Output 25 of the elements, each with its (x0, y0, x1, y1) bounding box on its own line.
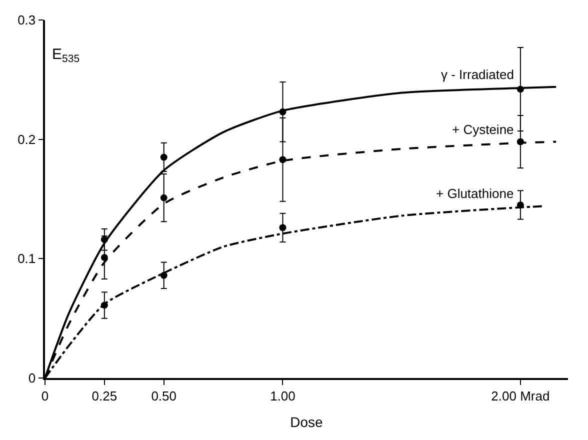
series-label: + Glutathione (436, 186, 514, 201)
y-tick-label: 0.2 (18, 132, 36, 147)
point (160, 154, 168, 161)
x-tick-label: 2.00 Mrad (491, 388, 550, 404)
series-label: + Cysteine (452, 122, 514, 137)
point (100, 302, 108, 309)
point (100, 254, 108, 261)
x-tick-label: 0 (41, 388, 49, 404)
point (279, 156, 286, 164)
x-tick-label: 0.25 (92, 388, 118, 404)
x-tick-label: 1.00 (270, 388, 296, 404)
point (516, 138, 524, 146)
point (516, 86, 524, 93)
x-tick-label: 0.50 (151, 388, 177, 404)
y-tick-label: 0.3 (18, 12, 36, 28)
point (516, 201, 524, 208)
point (160, 194, 168, 202)
x-axis-title: Dose (290, 414, 324, 430)
series-label: γ - Irradiated (441, 67, 514, 82)
y-tick-label: 0 (28, 370, 36, 386)
point (279, 224, 286, 232)
point (160, 272, 168, 279)
y-tick-label: 0.1 (18, 251, 36, 266)
y-axis-title: E$_{535}$ (52, 46, 80, 66)
point (279, 108, 286, 116)
